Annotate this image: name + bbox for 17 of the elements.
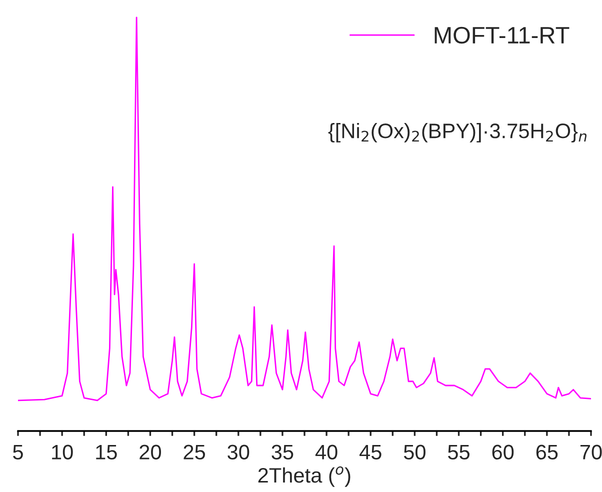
x-tick-label: 5 [13,444,23,460]
x-tick-label: 35 [272,444,294,460]
x-tick-label: 30 [228,444,250,460]
x-tick-label: 60 [492,444,514,460]
x-tick-label: 25 [184,444,206,460]
x-tick-label: 55 [448,444,470,460]
x-tick-label: 65 [536,444,558,460]
annotation: {[Ni$_{2}$(Ox)$_{2}$(BPY)]·3.75H$_{2}$O}$_{n}$ [328,123,586,142]
x-axis-title: 2Theta ($^{o}$) [258,466,350,487]
x-tick-label: 50 [404,444,426,460]
x-tick-label: 70 [580,444,602,460]
legend-label: MOFT-11-RT [434,26,570,44]
x-tick-label: 40 [315,444,338,460]
x-tick-label: 20 [140,444,162,460]
x-tick-label: 10 [52,444,73,460]
x-tick-label: 45 [360,444,382,460]
x-tick-label: 15 [96,444,117,460]
